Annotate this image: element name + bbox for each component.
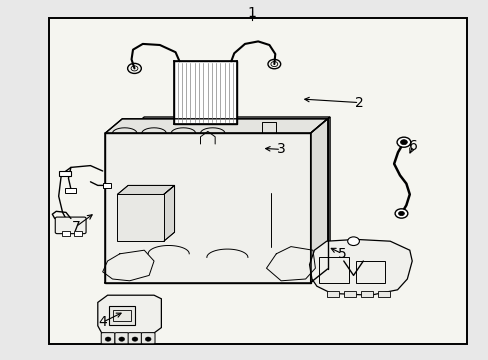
Polygon shape xyxy=(98,295,161,335)
Bar xyxy=(74,231,82,236)
Bar xyxy=(59,171,71,176)
Circle shape xyxy=(132,337,138,341)
Text: 6: 6 xyxy=(408,139,417,153)
Polygon shape xyxy=(124,117,329,133)
Polygon shape xyxy=(105,133,310,283)
Text: 4: 4 xyxy=(98,315,107,329)
Bar xyxy=(319,257,348,283)
Circle shape xyxy=(396,137,410,147)
Polygon shape xyxy=(309,239,411,295)
Polygon shape xyxy=(105,119,327,133)
Polygon shape xyxy=(310,119,327,283)
Circle shape xyxy=(145,337,151,341)
Bar xyxy=(343,291,355,297)
Polygon shape xyxy=(310,117,329,283)
Bar xyxy=(117,194,163,241)
Bar xyxy=(65,188,76,193)
Bar xyxy=(62,231,70,236)
Circle shape xyxy=(394,209,407,218)
Circle shape xyxy=(347,237,359,246)
FancyBboxPatch shape xyxy=(128,333,142,344)
Circle shape xyxy=(105,337,111,341)
Text: 7: 7 xyxy=(71,220,80,234)
FancyBboxPatch shape xyxy=(115,333,128,344)
Polygon shape xyxy=(117,185,174,194)
Bar xyxy=(355,261,385,283)
Text: 1: 1 xyxy=(247,6,256,19)
Text: 3: 3 xyxy=(276,143,285,156)
Bar xyxy=(49,18,466,344)
Text: 5: 5 xyxy=(337,247,346,261)
Bar xyxy=(377,291,389,297)
Bar xyxy=(108,306,135,325)
Circle shape xyxy=(398,211,404,216)
FancyBboxPatch shape xyxy=(55,217,86,234)
Circle shape xyxy=(400,140,407,145)
Text: 2: 2 xyxy=(354,96,363,109)
FancyBboxPatch shape xyxy=(101,333,115,344)
Bar xyxy=(113,310,130,321)
Bar xyxy=(326,291,338,297)
Bar xyxy=(173,61,237,124)
FancyBboxPatch shape xyxy=(141,333,155,344)
Circle shape xyxy=(119,337,124,341)
Polygon shape xyxy=(163,185,174,241)
Bar xyxy=(102,183,110,188)
Bar xyxy=(360,291,372,297)
